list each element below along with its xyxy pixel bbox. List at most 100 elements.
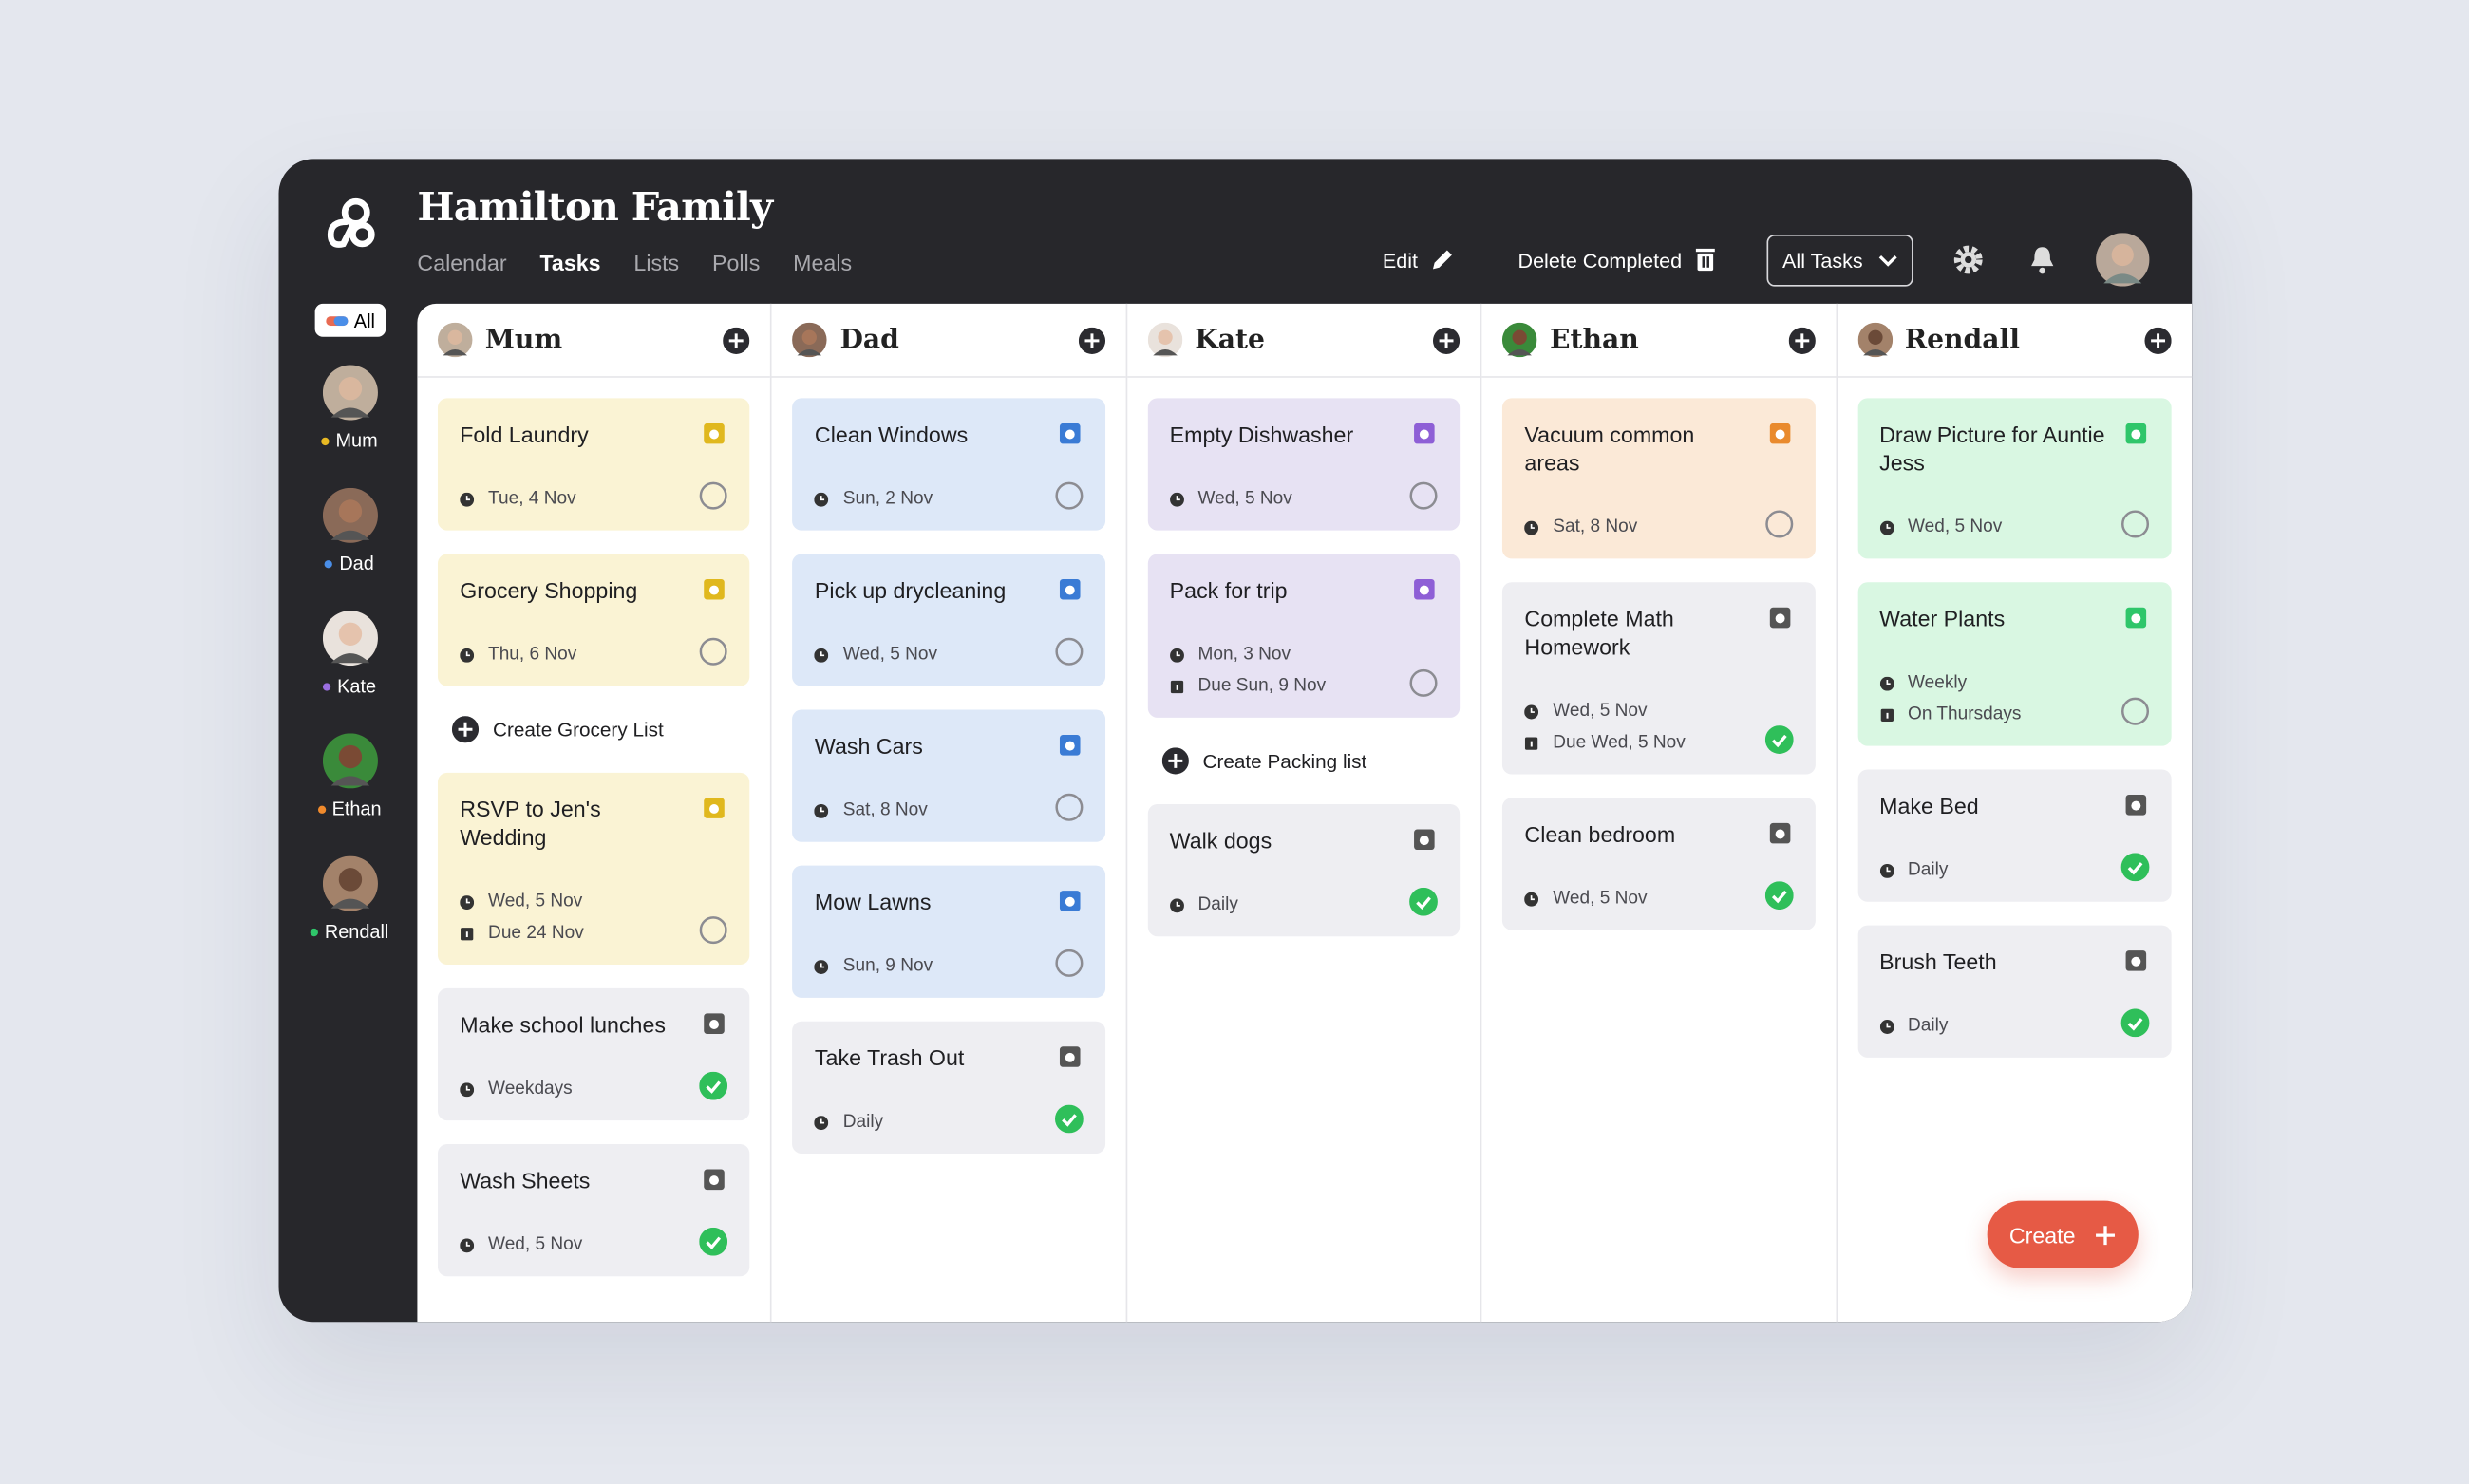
column-header: Mum (417, 304, 771, 378)
task-card[interactable]: Fold Laundry Tue, 4 Nov (437, 398, 750, 531)
completed-check[interactable] (1409, 887, 1439, 916)
nav-item[interactable]: Lists (633, 250, 680, 276)
complete-toggle[interactable] (2120, 510, 2150, 538)
calendar-icon-part (465, 930, 468, 937)
task-card[interactable]: Wash Sheets Wed, 5 Nov (437, 1144, 750, 1277)
add-task-button[interactable] (1787, 326, 1816, 354)
complete-toggle[interactable] (1055, 481, 1084, 510)
add-task-button-part (1794, 332, 1809, 348)
task-card[interactable]: Water Plants Weekly On Thursdays (1856, 582, 2172, 746)
all-label: All (353, 309, 375, 331)
task-card[interactable]: Clean Windows Sun, 2 Nov (792, 398, 1105, 531)
complete-toggle[interactable] (1764, 510, 1793, 538)
user-avatar[interactable] (2096, 233, 2150, 287)
member[interactable]: Kate (294, 611, 405, 697)
add-task-button[interactable] (723, 326, 750, 354)
task-title: Clean bedroom (1524, 821, 1676, 847)
member[interactable]: Dad (294, 487, 405, 574)
task-icon-part (1774, 829, 1784, 839)
completed-check[interactable] (699, 1071, 728, 1100)
member[interactable]: Ethan (294, 733, 405, 820)
task-meta: Weekdays (460, 1073, 687, 1104)
task-card[interactable]: Wash Cars Sat, 8 Nov (792, 709, 1105, 842)
task-card[interactable]: Pack for trip Mon, 3 Nov Due Sun, 9 Nov (1147, 554, 1461, 718)
create-button[interactable]: Create (1987, 1200, 2139, 1268)
task-icon-part (709, 429, 720, 440)
task-meta-text: Due Sun, 9 Nov (1197, 676, 1327, 696)
task-card[interactable]: Grocery Shopping Thu, 6 Nov (437, 554, 750, 686)
task-card[interactable]: Brush Teeth Daily (1856, 925, 2172, 1058)
plus-icon-part (458, 722, 473, 737)
task-card[interactable]: Make Bed Daily (1856, 769, 2172, 902)
add-task-button[interactable] (1078, 326, 1105, 354)
task-meta-text: Due 24 Nov (488, 923, 584, 943)
complete-toggle[interactable] (700, 916, 728, 945)
complete-toggle-part (1764, 510, 1793, 538)
task-card[interactable]: Pick up drycleaning Wed, 5 Nov (792, 554, 1105, 686)
completed-check[interactable] (2120, 1008, 2150, 1038)
clock-icon (1524, 891, 1539, 906)
clock-icon (1524, 704, 1539, 719)
task-card[interactable]: Mow Lawns Sun, 9 Nov (792, 865, 1105, 998)
complete-toggle[interactable] (700, 481, 728, 510)
task-title: Water Plants (1879, 606, 2006, 631)
task-icon (2125, 950, 2147, 971)
task-meta: Wed, 5 Nov (1524, 883, 1751, 914)
nav-item[interactable]: Meals (793, 250, 853, 276)
task-meta-line: Sat, 8 Nov (814, 795, 1042, 826)
member-name: Kate (337, 675, 377, 698)
settings-icon[interactable] (1952, 244, 1984, 275)
filter-dropdown[interactable]: All Tasks (1766, 234, 1913, 287)
task-card[interactable]: Take Trash Out Daily (792, 1021, 1105, 1154)
bell-icon[interactable] (2028, 244, 2057, 275)
task-card[interactable]: Draw Picture for Auntie Jess Wed, 5 Nov (1856, 398, 2172, 559)
task-meta-line: Weekdays (460, 1073, 687, 1104)
column-name: Dad (839, 324, 899, 356)
card-list: Vacuum common areas Sat, 8 Nov Complete Ma… (1482, 378, 1836, 930)
complete-toggle[interactable] (2120, 697, 2150, 725)
create-link[interactable]: Create Packing list (1147, 742, 1460, 780)
rainbow-icon (325, 315, 349, 326)
nav-bar: Calendar Tasks Lists Polls Meals (417, 251, 852, 276)
task-card[interactable]: RSVP to Jen's Wedding Wed, 5 Nov Due 24 No… (437, 772, 750, 966)
task-card[interactable]: Empty Dishwasher Wed, 5 Nov (1147, 398, 1461, 531)
task-card[interactable]: Walk dogs Daily (1147, 803, 1461, 937)
task-meta: Tue, 4 Nov (460, 483, 687, 515)
complete-toggle[interactable] (1055, 949, 1084, 977)
completed-check[interactable] (1764, 881, 1793, 911)
clock-icon (460, 894, 475, 910)
member[interactable]: Rendall (294, 855, 405, 943)
edit-button[interactable]: Edit (1383, 247, 1456, 272)
complete-toggle[interactable] (1055, 793, 1084, 821)
completed-check[interactable] (699, 1227, 728, 1256)
task-meta-text: On Thursdays (1908, 704, 2022, 724)
filter-all[interactable]: All (314, 303, 386, 337)
completed-check[interactable] (1764, 725, 1793, 754)
task-meta-text: Daily (1908, 860, 1949, 880)
nav-item[interactable]: Calendar (417, 250, 507, 276)
task-icon (1059, 891, 1081, 911)
task-card[interactable]: Make school lunches Weekdays (437, 987, 750, 1121)
delete-completed-button[interactable]: Delete Completed (1518, 247, 1717, 272)
task-card[interactable]: Complete Math Homework Wed, 5 Nov Due Wed,… (1502, 582, 1816, 775)
add-task-button[interactable] (2144, 326, 2172, 354)
task-card[interactable]: Vacuum common areas Sat, 8 Nov (1502, 398, 1816, 559)
complete-toggle[interactable] (1055, 637, 1084, 666)
member[interactable]: Mum (294, 365, 405, 452)
avatar-part (330, 653, 369, 664)
add-task-button[interactable] (1433, 326, 1461, 354)
nav-item[interactable]: Tasks (539, 250, 601, 276)
complete-toggle[interactable] (700, 637, 728, 666)
complete-toggle[interactable] (1409, 481, 1438, 510)
create-link[interactable]: Create Grocery List (438, 710, 750, 749)
completed-check[interactable] (2120, 853, 2150, 882)
completed-check[interactable] (1054, 1104, 1084, 1134)
task-icon-part (709, 803, 720, 814)
nav-item[interactable]: Polls (711, 250, 761, 276)
task-meta-text: Wed, 5 Nov (1908, 517, 2003, 537)
avatar (1147, 322, 1182, 358)
task-meta: Sat, 8 Nov (1524, 512, 1751, 543)
completed-check-part (699, 1227, 728, 1256)
task-card[interactable]: Clean bedroom Wed, 5 Nov (1502, 798, 1816, 930)
complete-toggle[interactable] (1409, 668, 1438, 697)
